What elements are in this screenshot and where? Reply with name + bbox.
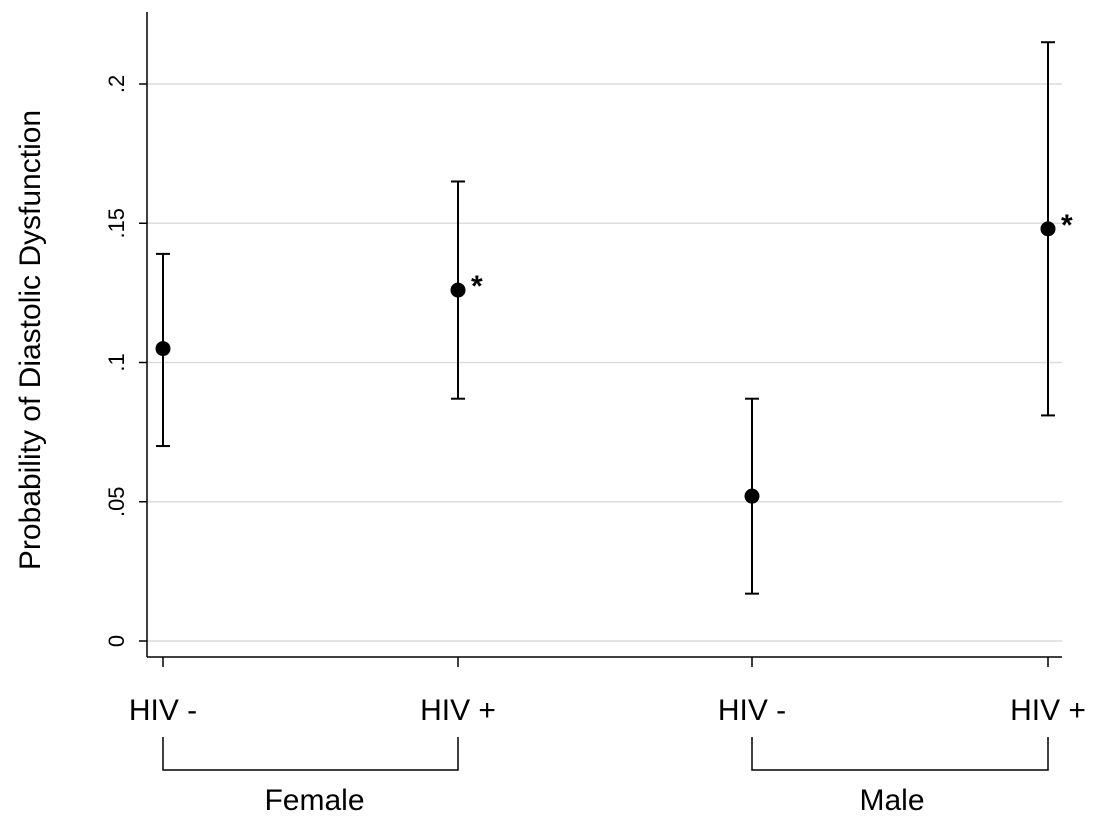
x-tick-label: HIV + (1010, 694, 1086, 727)
y-tick-label: .1 (104, 353, 129, 371)
x-tick-label: HIV - (718, 694, 786, 727)
data-point (155, 341, 171, 357)
points: ** (155, 209, 1073, 504)
gridlines (147, 83, 1062, 642)
group-bracket (162, 737, 459, 771)
significance-marker: * (1061, 209, 1073, 242)
x-tick-label: HIV + (420, 694, 496, 727)
data-point (450, 282, 466, 298)
group-bracket (751, 737, 1049, 771)
y-tick-label: .15 (104, 208, 129, 239)
y-axis-label: Probability of Diastolic Dysfunction (14, 110, 47, 570)
x-tick-label: HIV - (129, 694, 197, 727)
group-brackets: Female Male (162, 737, 1049, 817)
error-bars (156, 41, 1055, 595)
group-label: Male (859, 784, 924, 817)
significance-marker: * (471, 270, 483, 303)
data-point (1040, 221, 1056, 237)
y-tick-label: .05 (104, 486, 129, 517)
y-axis-ticks: 0 .05 .1 .15 .2 (104, 75, 147, 647)
y-tick-label: 0 (104, 635, 129, 647)
group-label: Female (264, 784, 364, 817)
data-point (744, 488, 760, 504)
y-tick-label: .2 (104, 75, 129, 93)
x-axis-ticks: HIV - HIV + HIV - HIV + (129, 656, 1086, 727)
